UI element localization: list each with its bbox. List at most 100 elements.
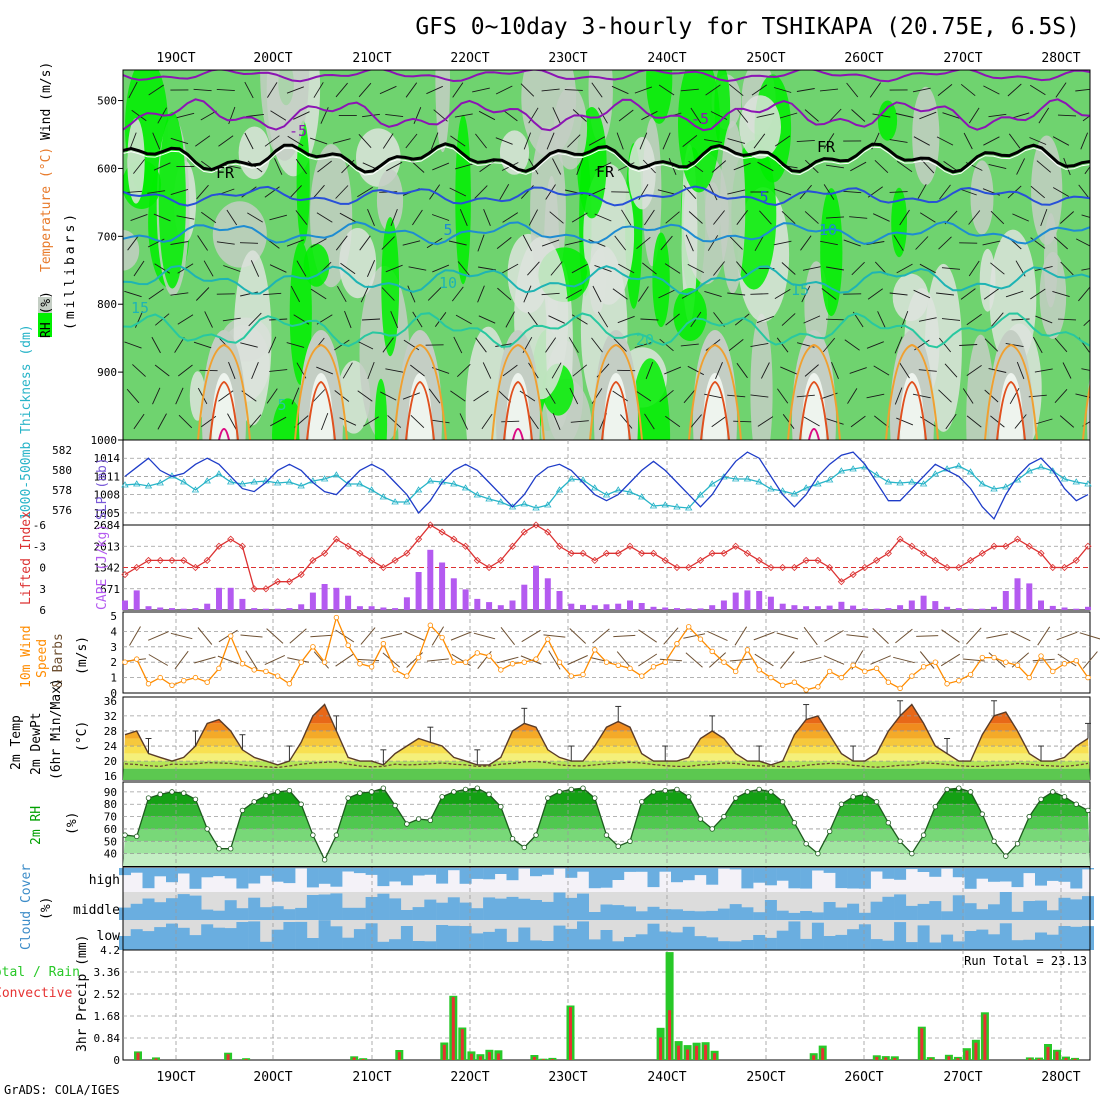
cloud-bar xyxy=(565,868,578,878)
wind-speed-line-point xyxy=(1014,662,1021,668)
rh-2m-line-point xyxy=(709,826,715,832)
top-date-label: 27OCT xyxy=(943,51,982,66)
lifted-index-line-point xyxy=(743,549,751,557)
cape-bar xyxy=(650,606,657,610)
surface-wind-barb xyxy=(543,634,566,638)
wind-barb xyxy=(155,313,170,326)
wind-barb xyxy=(250,260,260,277)
wind-barb xyxy=(715,362,723,379)
wind-barb xyxy=(612,390,628,402)
thickness-line-point xyxy=(356,480,364,487)
wind-barb xyxy=(291,387,300,405)
wind-barb xyxy=(428,388,441,404)
surface-wind-barb xyxy=(663,627,679,645)
cloud-bar xyxy=(471,868,484,879)
rh-blob xyxy=(376,169,404,232)
wind-barb xyxy=(193,88,212,92)
cape-bar xyxy=(392,608,399,610)
wind-barb xyxy=(1035,315,1053,324)
wind-barb xyxy=(339,417,357,426)
wind-barb xyxy=(945,413,957,430)
lifted-index-line-point xyxy=(614,549,622,557)
surface-wind-barb xyxy=(129,626,141,646)
cloud-bar xyxy=(142,931,155,950)
wind-barb xyxy=(826,418,844,425)
cloud-bar xyxy=(741,907,754,920)
cape-bar xyxy=(826,605,833,610)
tick-label: 2013 xyxy=(94,540,121,553)
thickness-line-point xyxy=(743,475,752,482)
wind-barb xyxy=(659,338,674,352)
cloud-bar xyxy=(565,897,578,920)
cloud-bar xyxy=(694,868,707,876)
cloud-bar xyxy=(976,909,989,920)
ylabel-cape: CAPE (J/kg) xyxy=(95,524,110,610)
wind-speed-line-point xyxy=(239,661,246,667)
precip-convective-bar xyxy=(1028,1058,1032,1060)
contour-35 xyxy=(808,428,820,440)
cloud-bar xyxy=(706,937,719,950)
thickness-line-point xyxy=(297,482,305,489)
lifted-index-line-point xyxy=(520,528,528,536)
cloud-bar xyxy=(259,868,272,876)
wind-barb xyxy=(1075,393,1090,398)
wind-barb xyxy=(634,341,653,349)
wind-speed-line-point xyxy=(756,667,762,673)
contour-25 xyxy=(589,343,643,440)
wind-barb xyxy=(296,260,307,277)
pressure-tick-label: 800 xyxy=(97,298,117,311)
wind-barb xyxy=(477,234,485,252)
cloud-bar xyxy=(130,868,143,873)
cloud-bar xyxy=(506,868,519,881)
contour-label: -5 xyxy=(289,122,307,140)
tick-label: 2684 xyxy=(94,519,121,532)
rh-2m-line-point xyxy=(662,787,668,794)
cloud-bar xyxy=(882,896,895,920)
rh-2m-line-point xyxy=(756,786,762,793)
lifted-index-line-point xyxy=(708,549,716,557)
cloud-bar xyxy=(1058,926,1071,950)
lifted-index-line-point xyxy=(873,556,881,564)
wind-barb xyxy=(941,318,961,321)
lifted-index-line-point xyxy=(720,549,728,557)
cloud-bar xyxy=(952,868,965,878)
wind-barb xyxy=(704,139,722,143)
contour-25 xyxy=(885,343,939,440)
wind-barb xyxy=(548,315,565,324)
wind-barb xyxy=(571,212,588,223)
contour-30 xyxy=(306,380,336,440)
cape-bar xyxy=(1073,608,1080,610)
cape-bar xyxy=(403,597,410,610)
wind-barb xyxy=(195,287,210,301)
cloud-bar xyxy=(236,908,249,920)
wind-barb xyxy=(874,159,889,174)
wind-speed-line-point xyxy=(697,636,704,642)
cape-bar xyxy=(697,608,704,610)
surface-wind-barb xyxy=(1057,653,1077,667)
lifted-index-line-point xyxy=(532,521,540,529)
cloud-bar xyxy=(659,931,672,950)
wind-speed-line-point xyxy=(345,642,351,648)
surface-wind-barb xyxy=(500,626,515,646)
wind-barb xyxy=(936,136,954,146)
wind-barb xyxy=(594,162,612,171)
wind-barb xyxy=(269,369,288,372)
wind-barb xyxy=(408,266,427,271)
wind-barb xyxy=(240,342,258,348)
lifted-index-line-point xyxy=(238,542,247,550)
rh-2m-line-point xyxy=(721,813,727,820)
wind-barb xyxy=(499,183,510,201)
contour-30 xyxy=(897,380,927,440)
wind-barb xyxy=(218,135,234,147)
cloud-bar xyxy=(295,921,308,950)
thickness-line-point xyxy=(285,478,294,485)
tick-label: 576 xyxy=(52,504,72,517)
cloud-bar xyxy=(306,895,319,920)
surface-wind-barb xyxy=(685,652,703,668)
rh-blob xyxy=(720,120,746,294)
lifted-index-line-point xyxy=(191,563,200,572)
wind-barb xyxy=(760,362,770,379)
contour-25 xyxy=(984,343,1038,440)
lifted-index-line-point xyxy=(966,556,975,564)
wind-barb xyxy=(545,337,557,353)
